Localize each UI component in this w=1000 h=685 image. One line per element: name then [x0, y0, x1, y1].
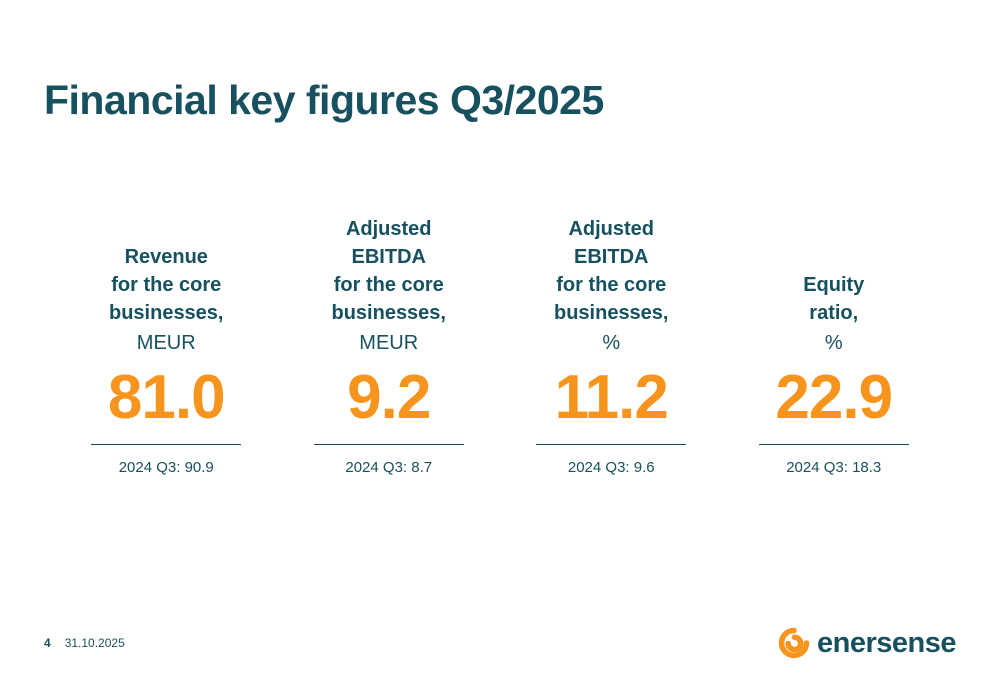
figure-divider — [313, 444, 464, 446]
figure-value: 22.9 — [775, 363, 893, 432]
figure-value: 9.2 — [347, 363, 431, 432]
page-title: Financial key figures Q3/2025 — [44, 77, 604, 124]
figure-unit: MEUR — [359, 332, 419, 354]
figure-label: Adjusted EBITDA for the core businesses, — [553, 218, 669, 324]
figure-label: Equity ratio, — [803, 274, 865, 324]
figure-value: 11.2 — [554, 363, 669, 432]
figure-card-equity-ratio: Equity ratio, % 22.9 2024 Q3: 18.3 — [723, 271, 946, 476]
figure-label: Adjusted EBITDA for the core businesses, — [331, 218, 446, 324]
figure-divider — [91, 444, 242, 446]
figure-divider — [536, 444, 687, 446]
figure-card-revenue: Revenue for the core businesses, MEUR 81… — [55, 243, 278, 476]
enersense-swirl-icon — [778, 627, 810, 659]
figure-divider — [758, 444, 909, 446]
figure-unit: % — [824, 332, 843, 354]
footer-date: 31.10.2025 — [64, 636, 125, 650]
slide-footer: 4 31.10.2025 enersense — [44, 626, 957, 659]
figure-comparison: 2024 Q3: 18.3 — [786, 459, 882, 477]
figure-comparison: 2024 Q3: 8.7 — [345, 459, 433, 477]
footer-meta: 4 31.10.2025 — [44, 636, 125, 650]
figure-value: 81.0 — [107, 363, 226, 432]
page-number: 4 — [44, 636, 51, 650]
brand-logo: enersense — [778, 626, 957, 659]
figure-card-ebitda-percent: Adjusted EBITDA for the core businesses,… — [500, 215, 723, 476]
figure-label: Revenue for the core businesses, — [108, 246, 224, 324]
figure-unit: MEUR — [136, 332, 196, 354]
brand-name: enersense — [817, 626, 957, 659]
figure-comparison: 2024 Q3: 90.9 — [118, 459, 214, 477]
figure-card-ebitda-meur: Adjusted EBITDA for the core businesses,… — [278, 215, 501, 476]
key-figures-row: Revenue for the core businesses, MEUR 81… — [55, 215, 945, 476]
figure-unit: % — [602, 332, 621, 354]
figure-comparison: 2024 Q3: 9.6 — [567, 459, 655, 477]
